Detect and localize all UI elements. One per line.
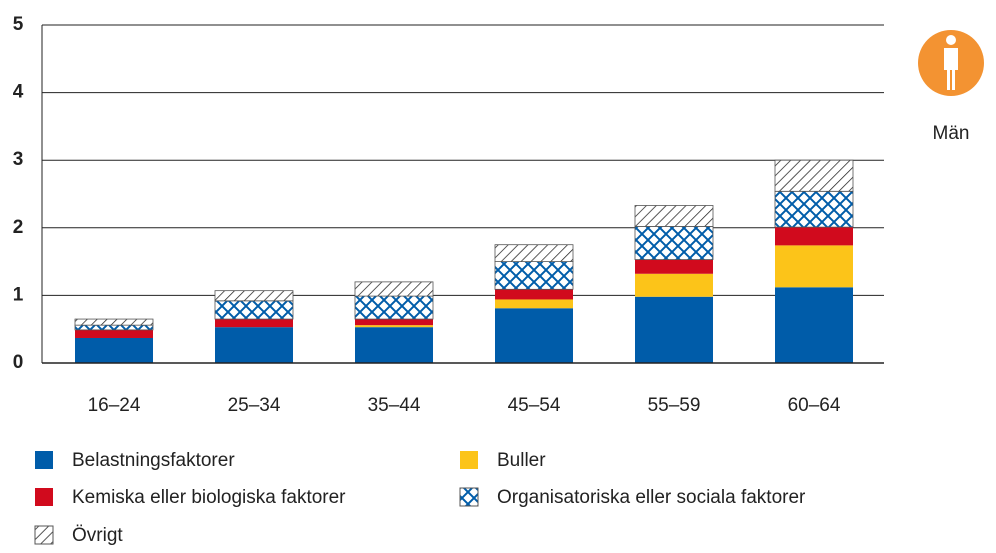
legend-label: Övrigt	[72, 525, 123, 546]
bar-segment	[495, 299, 573, 309]
bar-segment	[775, 227, 853, 246]
legend-swatch	[35, 488, 53, 506]
x-tick-label: 16–24	[88, 395, 141, 416]
y-tick-label: 2	[13, 217, 24, 238]
bar-segment	[215, 327, 293, 363]
bar-segment	[774, 190, 854, 228]
legend-label: Organisatoriska eller sociala faktorer	[497, 487, 806, 508]
bar-segment	[495, 289, 573, 300]
bar-segment	[355, 325, 433, 328]
bar-segment	[75, 337, 153, 363]
bar-segment	[215, 319, 293, 328]
legend-label: Kemiska eller biologiska faktorer	[72, 487, 346, 508]
icon	[918, 30, 984, 96]
bar-segment	[74, 318, 154, 326]
y-tick-label: 0	[13, 352, 24, 373]
bar-segment	[775, 245, 853, 288]
x-tick-label: 60–64	[788, 395, 841, 416]
bar-segment	[634, 205, 714, 227]
legend-label: Buller	[497, 450, 546, 471]
bar-segment	[634, 226, 714, 260]
legend-swatch	[459, 487, 479, 507]
legend-swatch	[35, 451, 53, 469]
bar-segment	[354, 281, 434, 297]
y-tick-label: 4	[13, 82, 24, 103]
annotation: Män	[933, 123, 970, 144]
bar-segment	[494, 261, 574, 290]
x-tick-label: 35–44	[368, 395, 421, 416]
y-tick-label: 1	[13, 284, 24, 305]
bar-segment	[635, 259, 713, 274]
x-tick-label: 45–54	[508, 395, 561, 416]
y-tick-label: 5	[13, 14, 24, 35]
bar-segment	[495, 308, 573, 363]
bar-segment	[75, 329, 153, 338]
legend-swatch	[34, 525, 54, 545]
bar-segment	[635, 296, 713, 363]
bar-segment	[74, 324, 154, 331]
bar-segment	[355, 319, 433, 326]
x-tick-label: 55–59	[648, 395, 701, 416]
bar-segment	[494, 244, 574, 262]
bar-segment	[354, 295, 434, 320]
bar-segment	[775, 287, 853, 363]
bar-segment	[774, 159, 854, 192]
legend-swatch	[460, 451, 478, 469]
y-tick-label: 3	[13, 149, 24, 170]
x-tick-label: 25–34	[228, 395, 281, 416]
bar-segment	[214, 290, 294, 302]
bar-segment	[355, 327, 433, 363]
bar-segment	[635, 273, 713, 297]
bar-segment	[214, 300, 294, 320]
legend-label: Belastningsfaktorer	[72, 450, 235, 471]
